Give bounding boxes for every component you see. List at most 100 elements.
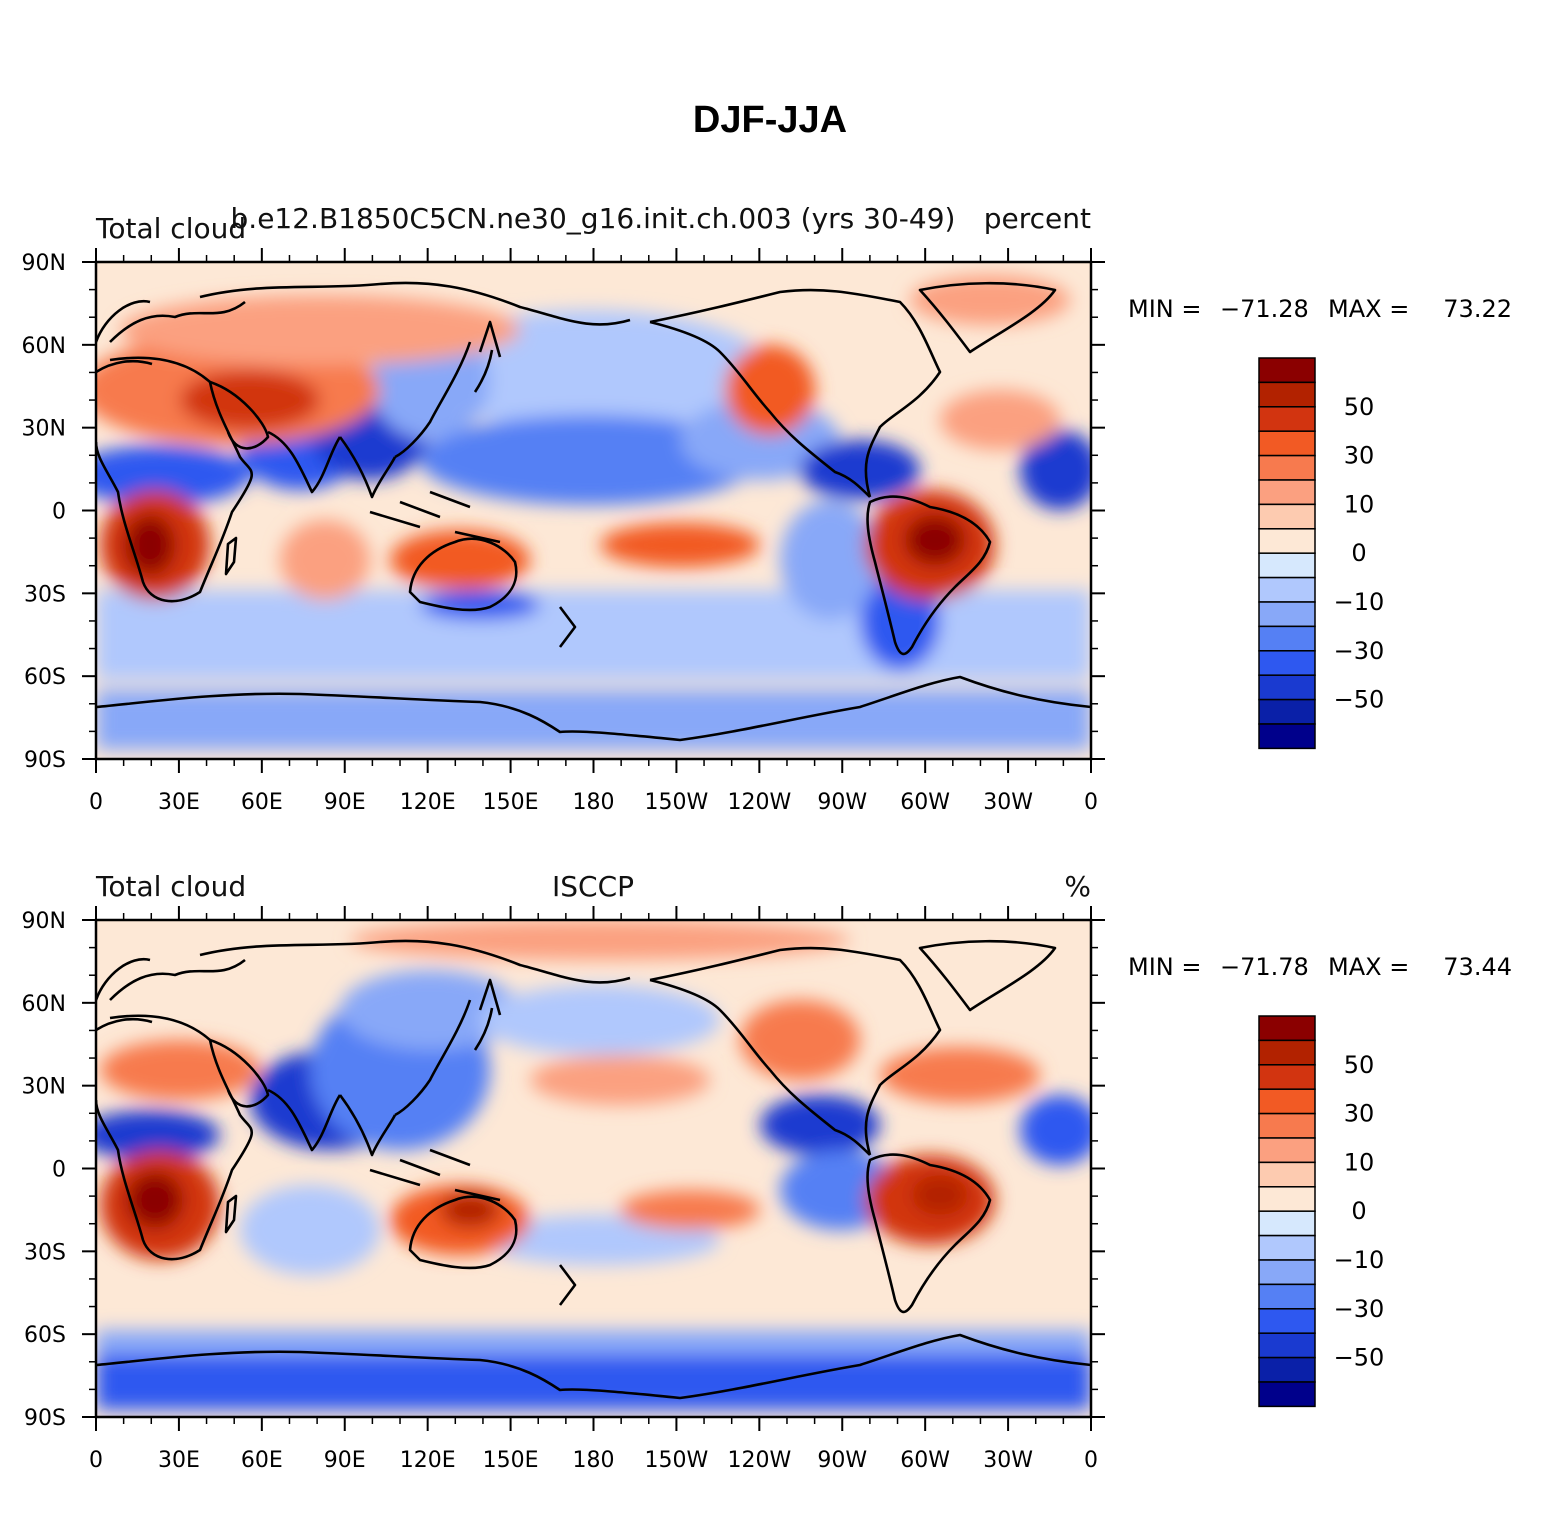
colorbar-label: 30	[1344, 1100, 1375, 1128]
colorbar-swatch	[1258, 1283, 1316, 1310]
lon-tick-label: 90W	[817, 790, 867, 815]
lon-tick-label: 30W	[983, 790, 1033, 815]
lon-tick-label: 150E	[483, 790, 539, 815]
colorbar-swatch	[1258, 1356, 1316, 1383]
lon-tick-label: 180	[573, 790, 615, 815]
max-label: MAX =	[1328, 953, 1409, 981]
lat-tick-label: 90S	[24, 1406, 66, 1431]
lat-tick-label: 60N	[22, 334, 66, 359]
lon-tick-label: 120E	[400, 790, 456, 815]
lon-tick-label: 60E	[241, 790, 283, 815]
axis-ticks: 0 30E 60E 90E 120E 150E 180 150W 120W 90W 60W 30W 09…	[22, 248, 1105, 815]
min-label: MIN =	[1128, 295, 1201, 323]
colorbar-swatch	[1258, 1137, 1316, 1164]
max-value: 73.22	[1443, 295, 1512, 323]
lon-tick-label: 150W	[645, 1448, 709, 1473]
lon-tick-label: 60W	[900, 1448, 950, 1473]
panel-right-label: %	[1064, 870, 1091, 903]
lon-tick-label: 30E	[158, 1448, 200, 1473]
lon-tick-label: 90E	[324, 790, 366, 815]
colorbar-label: −50	[1334, 1344, 1385, 1372]
lon-tick-label: 150E	[483, 1448, 539, 1473]
colorbar-swatch	[1258, 1064, 1316, 1090]
colorbar-swatch	[1258, 430, 1316, 457]
contour-field	[96, 920, 1091, 1417]
lon-tick-label: 180	[573, 1448, 615, 1473]
lon-tick-label: 90W	[817, 1448, 867, 1473]
lat-tick-label: 0	[52, 1158, 66, 1183]
lat-tick-label: 90N	[22, 251, 66, 276]
colorbar-label: 30	[1344, 442, 1375, 470]
colorbar-swatch	[1258, 1112, 1316, 1139]
lat-tick-label: 30S	[24, 582, 66, 607]
lon-tick-label: 120W	[727, 790, 791, 815]
colorbar-swatch	[1258, 357, 1316, 384]
colorbar-label: 10	[1344, 490, 1375, 518]
panel-center-label: b.e12.B1850C5CN.ne30_g16.init.ch.003 (yr…	[231, 202, 956, 235]
colorbar-swatch	[1258, 1186, 1316, 1212]
colorbar-label: 50	[1344, 393, 1375, 421]
min-value: −71.28	[1220, 295, 1309, 323]
colorbar-swatch	[1258, 576, 1316, 603]
colorbar-label: 0	[1351, 1197, 1366, 1225]
lat-tick-label: 60N	[22, 992, 66, 1017]
colorbar-swatch	[1258, 1308, 1316, 1334]
colorbar-label: 0	[1351, 539, 1366, 567]
colorbar-swatch	[1258, 1259, 1316, 1286]
lat-tick-label: 30N	[22, 417, 66, 442]
colorbar-swatch	[1258, 625, 1316, 652]
panel-center-label: ISCCP	[552, 870, 634, 903]
colorbar-swatch	[1258, 1234, 1316, 1261]
panel-left-label: Total cloud	[95, 870, 246, 903]
colorbar-label: −30	[1334, 1295, 1385, 1323]
colorbar-swatch	[1258, 674, 1316, 701]
colorbar-swatch	[1258, 1015, 1316, 1042]
colorbar-swatch	[1258, 552, 1316, 579]
colorbar-swatch	[1258, 698, 1316, 725]
colorbar-swatch	[1258, 1039, 1316, 1066]
colorbar-swatch	[1258, 1161, 1316, 1188]
max-value: 73.44	[1443, 953, 1512, 981]
colorbar-swatch	[1258, 1332, 1316, 1359]
colorbar-swatch	[1258, 381, 1316, 408]
min-value: −71.78	[1220, 953, 1309, 981]
colorbar-swatch	[1258, 1210, 1316, 1237]
colorbar-label: −10	[1334, 1246, 1385, 1274]
colorbar-swatch	[1258, 650, 1316, 676]
contour-field	[96, 262, 1091, 759]
colorbar-swatch	[1258, 601, 1316, 628]
colorbar-swatch	[1258, 454, 1316, 481]
axis-ticks: 0 30E 60E 90E 120E 150E 180 150W 120W 90W 60W 30W 09…	[22, 906, 1105, 1473]
colorbar-label: −50	[1334, 686, 1385, 714]
lon-tick-label: 60E	[241, 1448, 283, 1473]
lon-tick-label: 120E	[400, 1448, 456, 1473]
lon-tick-label: 0	[89, 1448, 103, 1473]
colorbar: 50 30 10 0 −10 −30 −50	[1258, 1015, 1385, 1408]
max-label: MAX =	[1328, 295, 1409, 323]
lat-tick-label: 30S	[24, 1240, 66, 1265]
colorbar-label: −10	[1334, 588, 1385, 616]
lat-tick-label: 0	[52, 500, 66, 525]
colorbar: 50 30 10 0 −10 −30 −50	[1258, 357, 1385, 750]
lon-tick-label: 150W	[645, 790, 709, 815]
lon-tick-label: 120W	[727, 1448, 791, 1473]
min-label: MIN =	[1128, 953, 1201, 981]
lon-tick-label: 30E	[158, 790, 200, 815]
panel-right-label: percent	[984, 202, 1091, 235]
lon-tick-label: 0	[1084, 1448, 1098, 1473]
panel-model: Total cloud b.e12.B1850C5CN.ne30_g16.ini…	[22, 202, 1512, 815]
lon-tick-label: 0	[1084, 790, 1098, 815]
lon-tick-label: 0	[89, 790, 103, 815]
colorbar-label: 10	[1344, 1148, 1375, 1176]
lat-tick-label: 60S	[24, 1323, 66, 1348]
colorbar-swatch	[1258, 479, 1316, 506]
figure-title: DJF-JJA	[693, 99, 847, 141]
panel-obs: Total cloud ISCCP %	[22, 870, 1512, 1473]
colorbar-swatch	[1258, 1381, 1316, 1408]
colorbar-swatch	[1258, 503, 1316, 530]
colorbar-label: 50	[1344, 1051, 1375, 1079]
lat-tick-label: 60S	[24, 665, 66, 690]
lat-tick-label: 30N	[22, 1075, 66, 1100]
colorbar-label: −30	[1334, 637, 1385, 665]
colorbar-swatch	[1258, 723, 1316, 750]
